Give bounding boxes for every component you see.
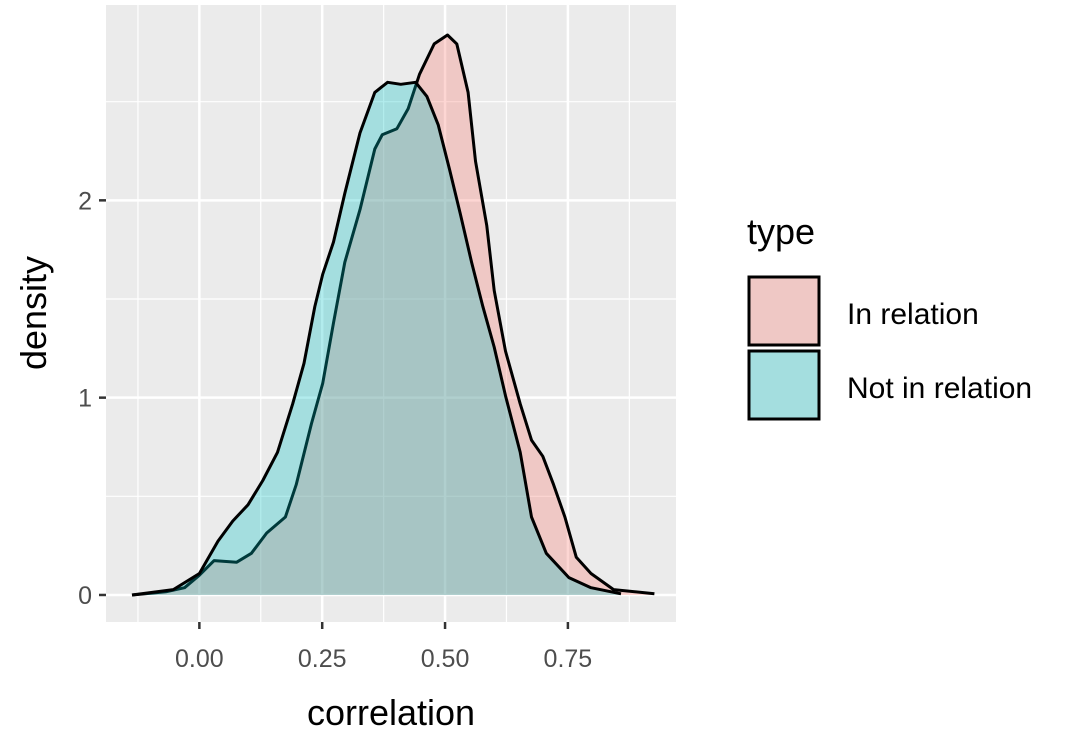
density-area-not-in-relation <box>132 82 621 596</box>
legend-label-not-in-relation: Not in relation <box>847 372 1032 405</box>
y-axis-ticks: 0 1 2 <box>78 187 106 610</box>
x-tick-label: 0.00 <box>175 645 224 673</box>
density-line-in-relation <box>131 33 655 597</box>
y-tick-label: 0 <box>78 582 92 610</box>
y-tick-label: 2 <box>78 187 92 215</box>
legend-key-not-in-relation <box>747 349 821 421</box>
x-tick-label: 0.25 <box>298 645 347 673</box>
y-tick-label: 1 <box>78 385 92 413</box>
density-line-not-in-relation <box>131 80 622 597</box>
grid-lines <box>106 5 676 622</box>
density-area-in-relation <box>132 35 655 595</box>
legend-title: type <box>747 211 815 252</box>
x-axis-ticks: 0.00 0.25 0.50 0.75 <box>175 622 592 673</box>
x-axis-title: correlation <box>307 692 475 733</box>
density-areas <box>131 33 655 597</box>
plot-panel <box>106 5 676 622</box>
legend-key-in-relation <box>747 275 821 347</box>
x-tick-label: 0.50 <box>421 645 470 673</box>
legend: type In relation Not in relation <box>747 211 1032 421</box>
x-tick-label: 0.75 <box>544 645 593 673</box>
y-axis-title: density <box>13 256 54 370</box>
legend-label-in-relation: In relation <box>847 298 979 331</box>
